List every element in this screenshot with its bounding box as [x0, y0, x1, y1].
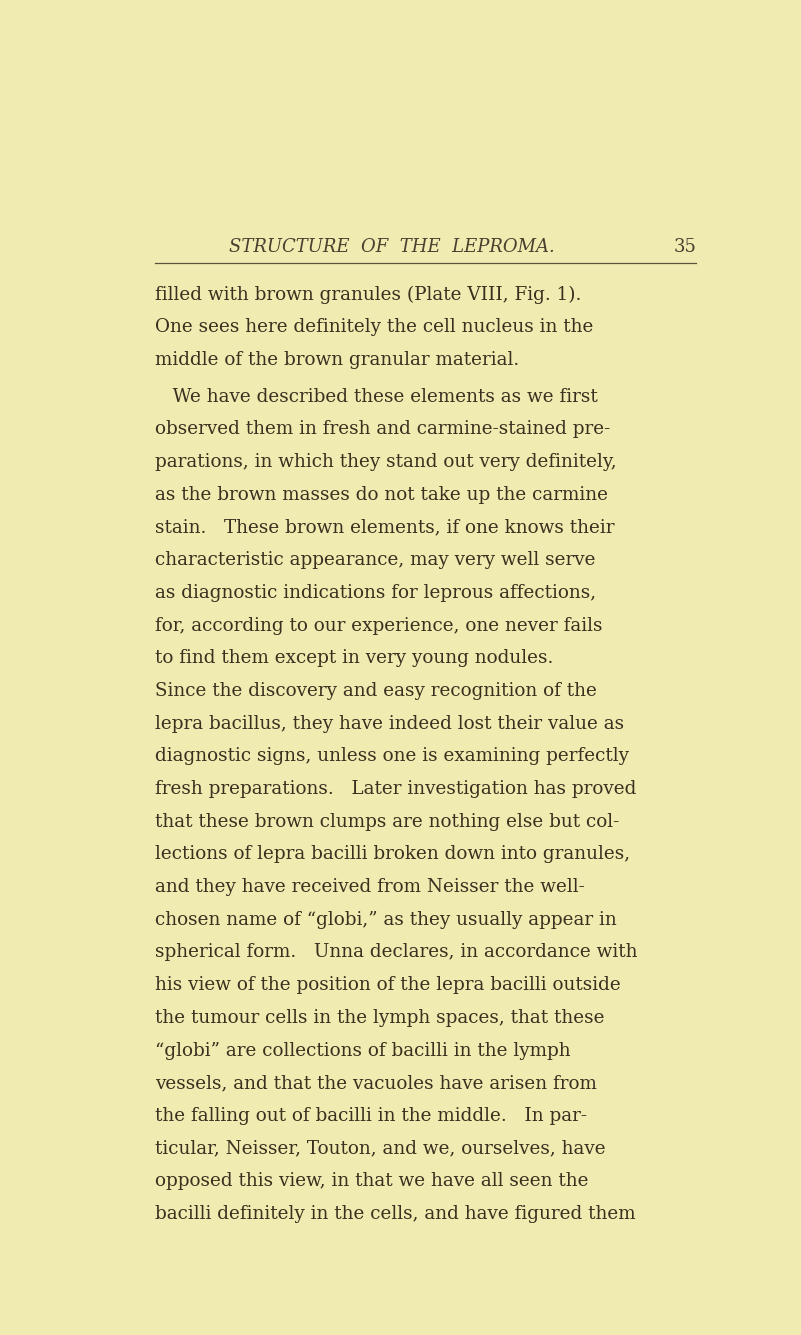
Text: opposed this view, in that we have all seen the: opposed this view, in that we have all s…: [155, 1172, 588, 1191]
Text: and they have received from Neisser the well-: and they have received from Neisser the …: [155, 878, 585, 896]
Text: as diagnostic indications for leprous affections,: as diagnostic indications for leprous af…: [155, 583, 596, 602]
Text: parations, in which they stand out very definitely,: parations, in which they stand out very …: [155, 453, 617, 471]
Text: We have described these elements as we first: We have described these elements as we f…: [155, 387, 598, 406]
Text: diagnostic signs, unless one is examining perfectly: diagnostic signs, unless one is examinin…: [155, 748, 629, 765]
Text: observed them in fresh and carmine-stained pre-: observed them in fresh and carmine-stain…: [155, 421, 610, 438]
Text: 35: 35: [673, 238, 696, 255]
Text: stain.   These brown elements, if one knows their: stain. These brown elements, if one know…: [155, 518, 614, 537]
Text: lepra bacillus, they have indeed lost their value as: lepra bacillus, they have indeed lost th…: [155, 714, 624, 733]
Text: lections of lepra bacilli broken down into granules,: lections of lepra bacilli broken down in…: [155, 845, 630, 864]
Text: as the brown masses do not take up the carmine: as the brown masses do not take up the c…: [155, 486, 608, 503]
Text: characteristic appearance, may very well serve: characteristic appearance, may very well…: [155, 551, 595, 569]
Text: filled with brown granules (⁠Plate VIII, Fig.⁠ 1).: filled with brown granules (⁠Plate VIII,…: [155, 286, 582, 304]
Text: fresh preparations.   Later investigation has proved: fresh preparations. Later investigation …: [155, 780, 636, 798]
Text: to find them except in very young nodules.: to find them except in very young nodule…: [155, 649, 553, 668]
Text: middle of the brown granular material.: middle of the brown granular material.: [155, 351, 519, 368]
Text: his view of the position of the lepra bacilli outside: his view of the position of the lepra ba…: [155, 976, 621, 995]
Text: vessels, and that the vacuoles have arisen from: vessels, and that the vacuoles have aris…: [155, 1075, 597, 1092]
Text: the falling out of bacilli in the middle.   In par-: the falling out of bacilli in the middle…: [155, 1107, 587, 1125]
Text: that these brown clumps are nothing else but col-: that these brown clumps are nothing else…: [155, 813, 619, 830]
Text: Since the discovery and easy recognition of the: Since the discovery and easy recognition…: [155, 682, 597, 700]
Text: bacilli definitely in the cells, and have figured them: bacilli definitely in the cells, and hav…: [155, 1206, 635, 1223]
Text: for, according to our experience, one never fails: for, according to our experience, one ne…: [155, 617, 602, 634]
Text: chosen name of “globi,” as they usually appear in: chosen name of “globi,” as they usually …: [155, 910, 617, 929]
Text: One sees here definitely the cell nucleus in the: One sees here definitely the cell nucleu…: [155, 318, 593, 336]
Text: “globi” are collections of bacilli in the lymph: “globi” are collections of bacilli in th…: [155, 1041, 570, 1060]
Text: the tumour cells in the lymph spaces, that these: the tumour cells in the lymph spaces, th…: [155, 1009, 604, 1027]
Text: STRUCTURE  OF  THE  LEPROMA.: STRUCTURE OF THE LEPROMA.: [229, 238, 555, 255]
Text: spherical form.   Unna declares, in accordance with: spherical form. Unna declares, in accord…: [155, 944, 638, 961]
Text: ticular, Neisser, Touton, and we, ourselves, have: ticular, Neisser, Touton, and we, oursel…: [155, 1140, 606, 1157]
